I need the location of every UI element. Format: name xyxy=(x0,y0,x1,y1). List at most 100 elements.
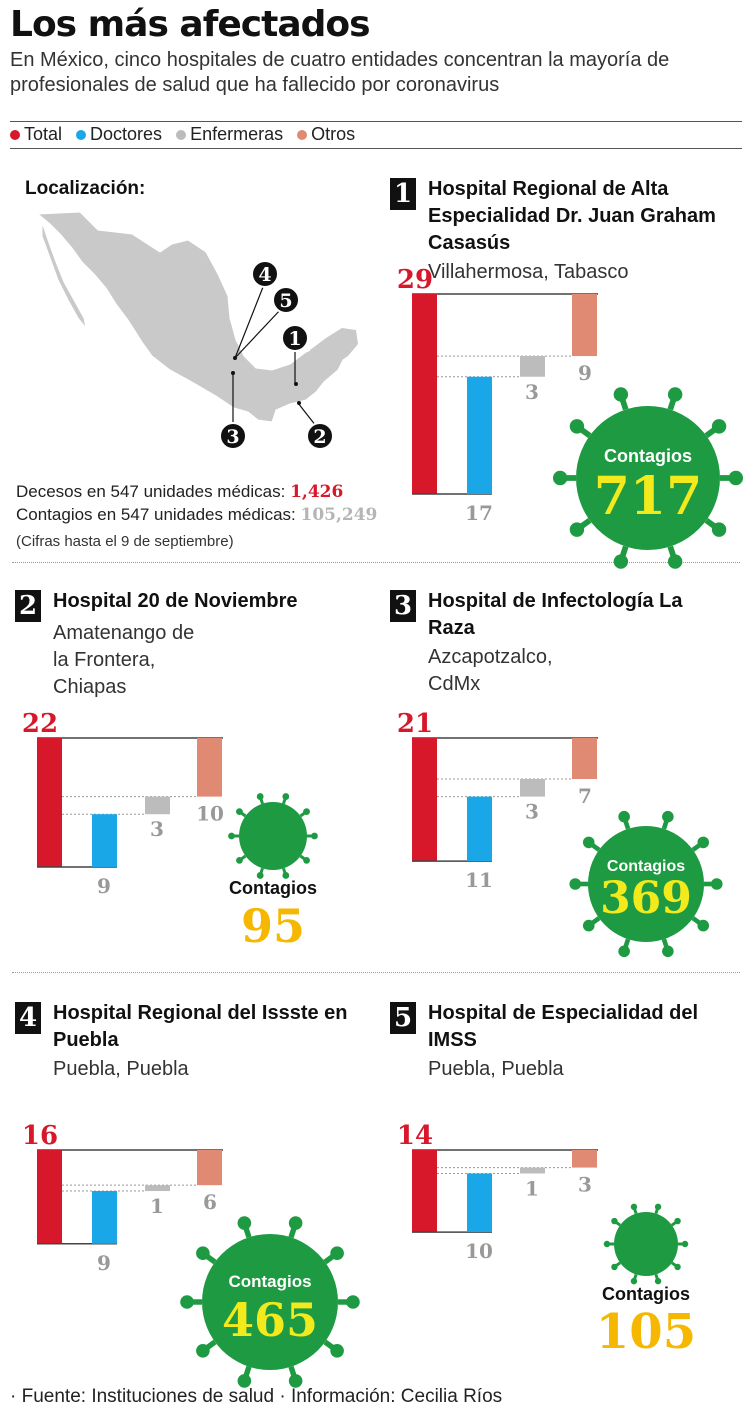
virus-spike-tip xyxy=(618,810,630,823)
total-value-label: 14 xyxy=(397,1121,433,1151)
hospital-number-badge: 4 xyxy=(15,1002,41,1034)
contagios-value: 369 xyxy=(600,873,692,924)
hospital-number-badge: 2 xyxy=(15,590,41,622)
contagios-label: Contagios xyxy=(228,1272,311,1291)
bar-total xyxy=(37,738,62,867)
virus-spike-tip xyxy=(618,945,630,958)
virus-body xyxy=(202,1234,338,1370)
legend-label: Enfermeras xyxy=(190,124,284,144)
bar-total xyxy=(412,294,437,494)
legend-swatch xyxy=(297,129,308,140)
map-marker-label: 2 xyxy=(313,426,326,448)
yucatan-shape xyxy=(310,328,358,370)
doctores-value-label: 10 xyxy=(465,1239,493,1263)
virus-body xyxy=(588,826,704,942)
virus-spike-tip xyxy=(710,878,723,890)
info-label: Información: xyxy=(290,1386,396,1407)
virus-spike-tip xyxy=(630,1203,638,1211)
virus-spike-tip xyxy=(662,945,674,958)
separator-1 xyxy=(12,562,740,564)
doctores-value-label: 9 xyxy=(97,1251,111,1275)
virus-body xyxy=(576,406,720,550)
virus-icon xyxy=(552,387,744,569)
hospital-location: Azcapotzalco, CdMx xyxy=(428,646,553,695)
legend-swatch xyxy=(176,129,187,140)
cases-value: 105,249 xyxy=(300,505,378,525)
virus-spike-tip xyxy=(582,919,595,932)
enfermeras-value-label: 3 xyxy=(150,817,164,841)
virus-spike-tip xyxy=(611,1217,618,1225)
bar-doctores xyxy=(92,1191,117,1244)
enfermeras-value-label: 3 xyxy=(525,380,539,404)
virus-spike-tip xyxy=(728,470,744,486)
contagios-value: 105 xyxy=(596,1304,696,1360)
fuente-value: Instituciones de salud xyxy=(91,1386,275,1407)
otros-value-label: 3 xyxy=(578,1173,592,1197)
virus-spike-tip xyxy=(674,1217,681,1225)
hospital-location: Puebla, Puebla xyxy=(428,1058,564,1080)
mexico-map: 1 2 3 45 xyxy=(36,211,358,450)
page-subtitle: En México, cinco hospitales de cuatro en… xyxy=(10,49,670,96)
bar-enfermeras xyxy=(520,1167,545,1174)
virus-spike-tip xyxy=(569,522,585,537)
hospital-number-badge: 1 xyxy=(390,178,416,210)
total-value-label: 16 xyxy=(22,1121,58,1151)
virus-spike-tip xyxy=(711,419,727,434)
virus-spike-tip xyxy=(311,832,318,840)
doctores-value-label: 17 xyxy=(465,501,493,525)
virus-spike-tip xyxy=(613,554,629,569)
virus-spike-tip xyxy=(282,872,290,879)
map-marker-3: 3 xyxy=(219,422,247,450)
legend-item-otros: Otros xyxy=(297,124,355,145)
deaths-value: 1,426 xyxy=(290,482,344,502)
virus-icon xyxy=(603,1203,689,1285)
virus-spike-tip xyxy=(303,808,310,816)
map-markers: 1 2 3 45 xyxy=(219,260,334,450)
legend-label: Otros xyxy=(311,124,356,144)
legend-rule-top xyxy=(10,121,742,122)
map-leader-lines xyxy=(232,281,317,427)
bar-doctores xyxy=(467,1173,492,1233)
contagios-label: Contagios xyxy=(607,858,685,875)
source-line: · Fuente: Instituciones de salud · Infor… xyxy=(10,1386,502,1408)
virus-spike-tip xyxy=(569,878,582,890)
legend-rule-bottom xyxy=(10,148,742,149)
bar-doctores xyxy=(467,796,492,862)
bar-otros xyxy=(197,1150,222,1186)
map-marker-5: 5 xyxy=(272,286,300,314)
virus-spike-tip xyxy=(613,387,629,402)
mexico-shape xyxy=(36,211,347,423)
bar-otros xyxy=(572,738,597,780)
bar-enfermeras xyxy=(520,779,545,797)
doctores-value-label: 9 xyxy=(97,874,111,898)
virus-spike-tip xyxy=(237,1374,252,1388)
virus-spike-tip xyxy=(667,387,683,402)
bar-enfermeras xyxy=(145,1185,170,1192)
virus-icon xyxy=(569,810,723,958)
contagios-label: Contagios xyxy=(604,446,692,466)
virus-spike-tip xyxy=(582,836,595,849)
bar-enfermeras xyxy=(145,796,170,815)
hospital-panel-2: 2 Hospital 20 de Noviembre Amatenango de l… xyxy=(15,588,375,988)
deaths-label: Decesos en 547 unidades médicas: xyxy=(16,482,286,501)
virus-spike-tip xyxy=(303,856,310,864)
map-marker-label: 1 xyxy=(288,328,301,350)
deaths-stat: Decesos en 547 unidades médicas: 1,426 xyxy=(16,482,343,502)
virus-spike-tip xyxy=(228,832,235,840)
hospital-panel-5: 5 Hospital de Especialidad del IMSS Puebla… xyxy=(390,1000,750,1400)
total-value-label: 21 xyxy=(397,709,433,739)
contagios-value: 95 xyxy=(241,899,305,953)
otros-value-label: 6 xyxy=(203,1190,217,1214)
hospital-number-badge: 5 xyxy=(390,1002,416,1034)
contagios-label: Contagios xyxy=(229,878,317,898)
legend-swatch xyxy=(76,129,87,140)
source-sep: · xyxy=(10,1386,22,1407)
virus-spike-tip xyxy=(711,522,727,537)
hospital-number-badge: 3 xyxy=(390,590,416,622)
bar-total xyxy=(412,1150,437,1233)
virus-spike-tip xyxy=(180,1295,194,1309)
virus-spike-tip xyxy=(282,793,290,800)
virus-spike-tip xyxy=(569,419,585,434)
